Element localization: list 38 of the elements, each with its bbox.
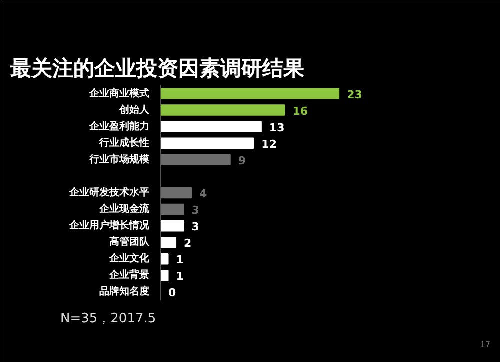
- bar: [160, 88, 340, 100]
- y-tick-label: 企业盈利能力: [88, 120, 150, 132]
- y-tick-label: 品牌知名度: [100, 286, 150, 298]
- y-tick-label: 高管团队: [110, 236, 150, 248]
- bar: [160, 187, 192, 199]
- bar: [160, 236, 177, 248]
- data-label: 2: [184, 237, 192, 250]
- bar: [160, 270, 169, 282]
- data-label: 12: [262, 138, 277, 151]
- bar: [160, 254, 169, 265]
- data-label: 16: [292, 104, 308, 118]
- data-label: 23: [347, 88, 362, 102]
- data-label: 4: [200, 188, 208, 200]
- data-label: 3: [192, 204, 200, 218]
- bar: [160, 204, 184, 216]
- data-label: 1: [176, 270, 184, 284]
- y-tick-label: 行业市场规模: [88, 153, 150, 166]
- bar: [160, 121, 262, 132]
- y-tick-label: 企业现金流: [98, 203, 150, 216]
- bar: [160, 154, 231, 166]
- chart-title: 最关注的企业投资因素调研结果: [10, 56, 304, 80]
- y-tick-label: 行业成长性: [98, 136, 150, 149]
- bar: [160, 220, 184, 232]
- bar: [160, 104, 286, 116]
- y-tick-label: 企业商业模式: [88, 87, 150, 100]
- y-tick-label: 企业文化: [108, 252, 150, 265]
- data-label: 0: [168, 286, 176, 300]
- y-tick-label: 企业研发技术水平: [68, 186, 150, 198]
- text: N=35，2017.5: [60, 312, 156, 326]
- data-label: 13: [269, 121, 285, 134]
- y-tick-label: 企业背景: [108, 269, 150, 282]
- data-label: 3: [192, 220, 200, 234]
- y-tick-label: 创始人: [118, 104, 150, 116]
- bar: [160, 138, 254, 150]
- data-label: 1: [176, 254, 184, 267]
- text: 17: [480, 340, 491, 350]
- data-label: 9: [238, 154, 246, 168]
- y-tick-label: 企业用户增长情况: [68, 220, 150, 232]
